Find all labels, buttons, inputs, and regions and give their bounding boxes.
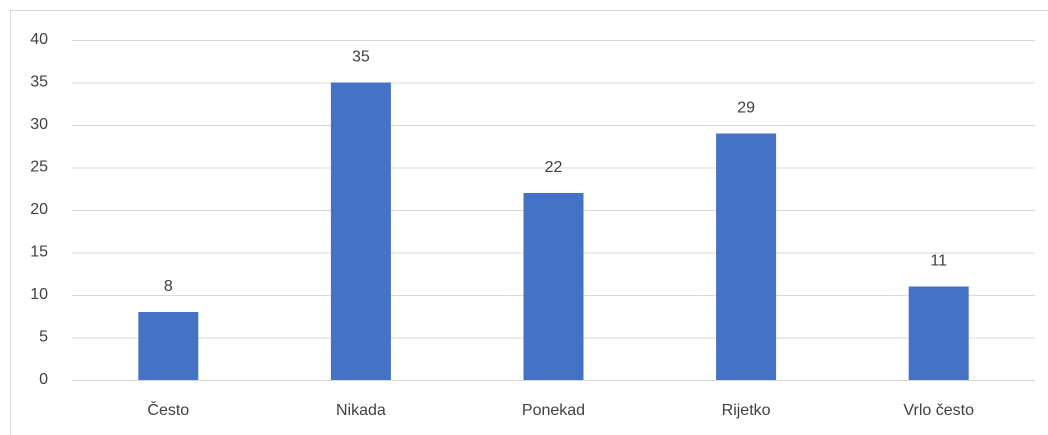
- bar: [716, 133, 777, 380]
- data-label: 11: [930, 253, 947, 270]
- y-tick-label: 0: [39, 371, 48, 388]
- x-tick-label: Vrlo često: [903, 402, 974, 419]
- x-tick-label: Nikada: [336, 402, 386, 419]
- data-label: 35: [352, 49, 370, 66]
- data-label: 29: [737, 100, 755, 117]
- bar: [138, 312, 199, 380]
- y-tick-label: 25: [30, 159, 48, 176]
- x-tick-label: Ponekad: [522, 402, 585, 419]
- y-tick-label: 30: [30, 116, 48, 133]
- x-tick-label: Rijetko: [722, 402, 771, 419]
- bar: [908, 286, 969, 380]
- bar: [330, 82, 391, 380]
- y-tick-label: 20: [30, 201, 48, 218]
- y-tick-label: 40: [30, 31, 48, 48]
- y-tick-label: 15: [30, 244, 48, 261]
- x-tick-label: Često: [147, 400, 189, 419]
- bar: [523, 193, 584, 380]
- data-label: 8: [164, 278, 173, 295]
- data-label: 22: [545, 159, 563, 176]
- y-tick-label: 5: [39, 329, 48, 346]
- y-tick-label: 10: [30, 286, 48, 303]
- y-tick-label: 35: [30, 74, 48, 91]
